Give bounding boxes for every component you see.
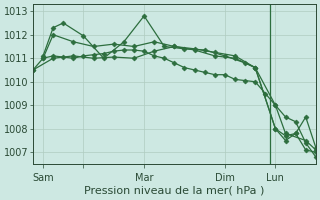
X-axis label: Pression niveau de la mer( hPa ): Pression niveau de la mer( hPa ) — [84, 186, 265, 196]
